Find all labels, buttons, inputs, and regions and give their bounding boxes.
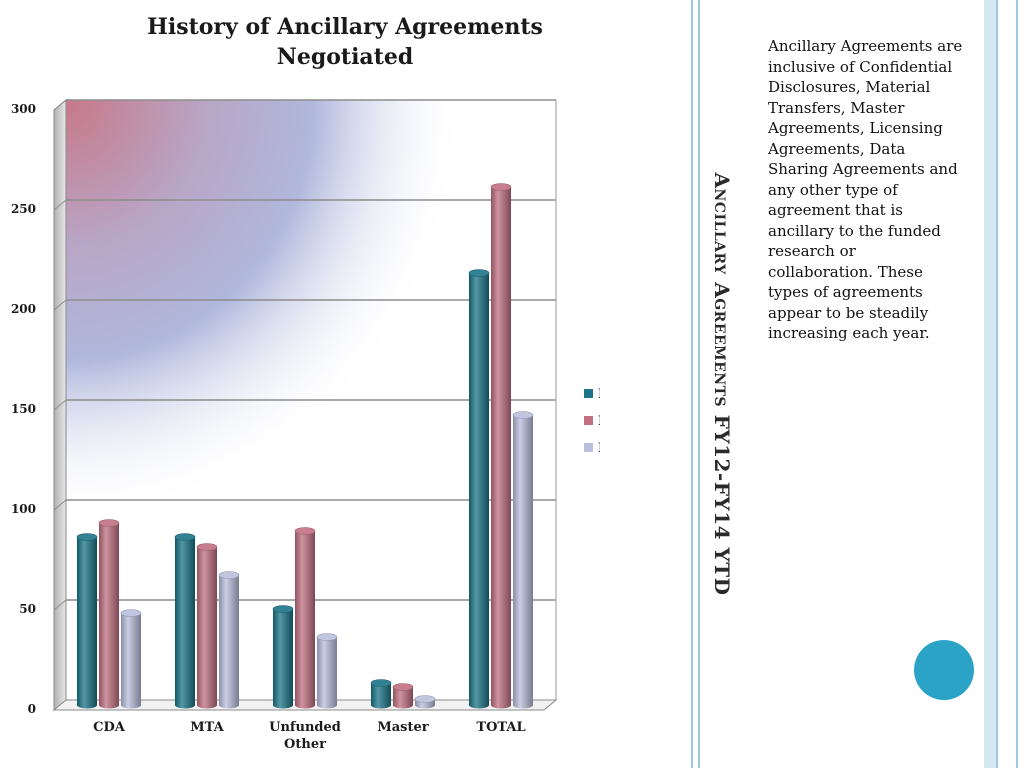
bar-body	[175, 537, 195, 709]
gridline-wall	[53, 499, 67, 511]
bar-top	[294, 527, 316, 535]
bar-body	[393, 687, 413, 709]
bar-top	[316, 633, 338, 641]
right-band	[984, 0, 996, 768]
bar-body	[219, 575, 239, 709]
bar-top	[218, 571, 240, 579]
x-tick-label: Unfunded	[269, 720, 341, 735]
divider-line-1	[691, 0, 693, 768]
bar-fy12	[174, 533, 196, 709]
bar-chart: 0 50 100 150 200 250 300 CDA MTA Unfunded Other Mas…	[11, 98, 600, 752]
bar-top	[120, 609, 142, 617]
x-tick-label: Other	[284, 737, 326, 752]
bar-top	[512, 411, 534, 419]
bar-fy14-ytd	[414, 695, 436, 709]
x-tick-label: Master	[377, 720, 428, 735]
bar-fy14-ytd	[316, 633, 338, 709]
legend-swatch	[584, 389, 593, 398]
bar-body	[273, 609, 293, 709]
y-tick-label: 150	[11, 402, 36, 416]
bar-body	[513, 415, 533, 709]
gridline-wall	[53, 199, 67, 211]
right-line-1	[996, 0, 998, 768]
bar-top	[370, 679, 392, 687]
bar-fy14-ytd	[120, 609, 142, 709]
bar-top	[414, 695, 436, 703]
legend-label: FY12	[598, 387, 600, 402]
bar-body	[295, 531, 315, 709]
bar-top	[468, 269, 490, 277]
bar-top	[196, 543, 218, 551]
gridline-wall	[53, 99, 67, 111]
legend-swatch	[584, 443, 593, 452]
bar-body	[77, 537, 97, 709]
legend-label: FY13	[598, 414, 600, 429]
bar-top	[392, 683, 414, 691]
bar-fy14-ytd	[512, 411, 534, 709]
y-tick-label: 250	[11, 202, 36, 216]
decorative-circle	[914, 640, 974, 700]
bar-fy12	[272, 605, 294, 709]
bar-top	[174, 533, 196, 541]
y-tick-label: 300	[11, 102, 36, 116]
bar-top	[76, 533, 98, 541]
legend-swatch	[584, 416, 593, 425]
y-tick-label: 0	[28, 702, 36, 716]
y-tick-label: 100	[11, 502, 36, 516]
bar-fy12	[76, 533, 98, 709]
bar-body	[317, 637, 337, 709]
bar-fy13	[490, 183, 512, 709]
bar-body	[469, 273, 489, 709]
divider-line-2	[698, 0, 700, 768]
gridline-wall	[53, 599, 67, 611]
bar-top	[272, 605, 294, 613]
bar-body	[371, 683, 391, 709]
bar-body	[491, 187, 511, 709]
bar-fy13	[392, 683, 414, 709]
x-tick-label: TOTAL	[476, 720, 525, 735]
bar-fy13	[98, 519, 120, 709]
chart-title: History of Ancillary Agreements Negotiat…	[147, 14, 543, 70]
description-text: Ancillary Agreements are inclusive of Co…	[768, 37, 963, 342]
y-tick-label: 200	[11, 302, 36, 316]
gridline-wall	[53, 399, 67, 411]
bar-fy13	[294, 527, 316, 709]
bar-body	[121, 613, 141, 709]
bar-top	[490, 183, 512, 191]
bar-body	[197, 547, 217, 709]
x-tick-label: CDA	[93, 720, 126, 735]
legend-label: FY14 YTD	[598, 441, 600, 456]
gridline-wall	[53, 299, 67, 311]
y-tick-label: 50	[19, 602, 36, 616]
side-title: Ancillary Agreements FY12-FY14 YTD	[710, 172, 734, 596]
bar-fy12	[370, 679, 392, 709]
bar-fy14-ytd	[218, 571, 240, 709]
x-tick-label: MTA	[190, 720, 224, 735]
right-line-2	[1016, 0, 1018, 768]
bar-fy13	[196, 543, 218, 709]
bar-fy12	[468, 269, 490, 709]
bar-body	[99, 523, 119, 709]
bar-top	[98, 519, 120, 527]
